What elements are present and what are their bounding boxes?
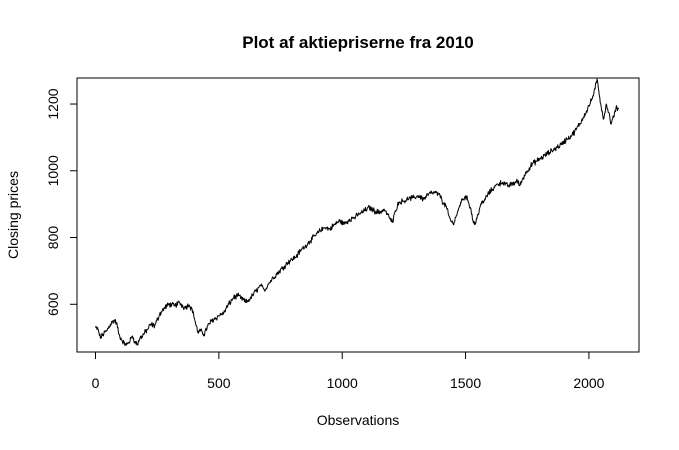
- y-tick-label: 600: [45, 292, 61, 316]
- x-tick-label: 0: [92, 375, 100, 391]
- series-layer: [95, 78, 619, 346]
- x-axis: 0 500 1000 1500 2000: [92, 351, 605, 391]
- x-tick-label: 1500: [450, 375, 481, 391]
- y-axis: 600 800 1000 1200: [45, 88, 78, 316]
- chart-title: Plot af aktiepriserne fra 2010: [242, 33, 474, 52]
- x-tick-label: 2000: [573, 375, 604, 391]
- y-axis-label: Closing prices: [5, 171, 21, 259]
- y-tick-label: 1000: [45, 155, 61, 186]
- x-axis-label: Observations: [317, 412, 399, 428]
- y-tick-label: 800: [45, 226, 61, 250]
- x-tick-label: 500: [207, 375, 231, 391]
- x-tick-label: 1000: [327, 375, 358, 391]
- y-tick-label: 1200: [45, 88, 61, 119]
- series-line-closing-prices: [95, 78, 619, 346]
